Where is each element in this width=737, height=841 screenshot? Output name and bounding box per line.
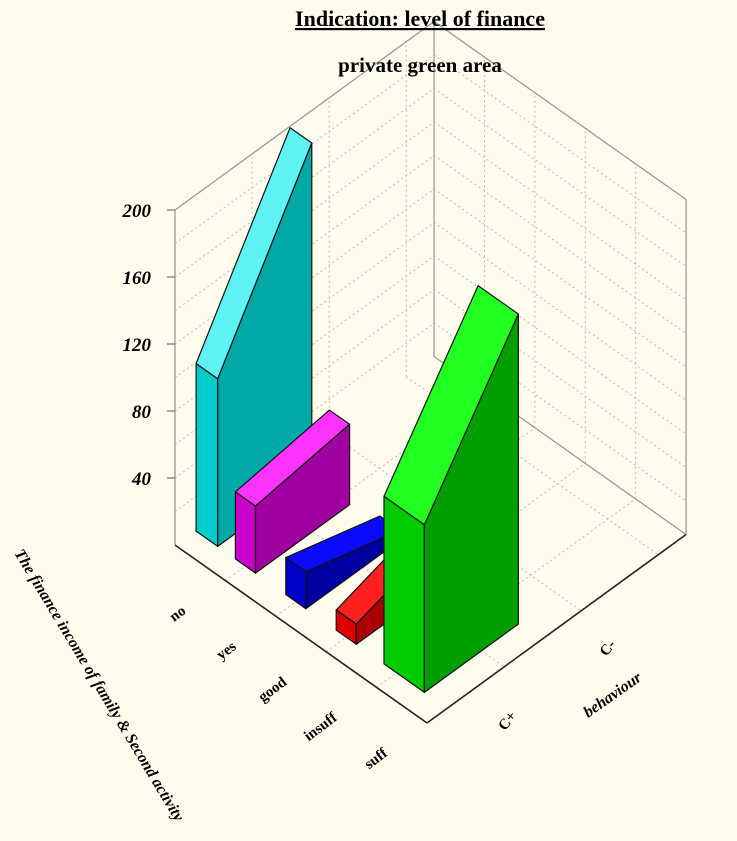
grid-line [174, 20, 687, 211]
bar-side-face [254, 423, 351, 574]
bars [195, 127, 520, 694]
y-tick-label: C- [597, 637, 619, 659]
chart-title: Indication: level of finance [295, 6, 545, 31]
box-edge [174, 20, 435, 211]
x-tick-label: suff [362, 745, 392, 773]
bar-front-face [195, 363, 219, 548]
box-edge [433, 20, 687, 201]
bar-front-face [383, 495, 425, 694]
z-tick-label: 80 [132, 402, 152, 423]
z-tick-label: 40 [131, 469, 152, 490]
grid-line [328, 432, 582, 612]
bar-suff-C+ [383, 285, 520, 694]
x-tick-label: insuff [301, 709, 341, 744]
x-axis-label: The finance income of family & Second ac… [11, 546, 188, 825]
grid-line [174, 54, 687, 244]
z-tick-label: 160 [123, 268, 152, 289]
z-tick-label: 200 [122, 201, 152, 222]
bar-yes-C+ [234, 409, 351, 574]
x-tick-label: good [256, 674, 291, 706]
x-tick-label: no [167, 603, 189, 625]
x-axis-line [174, 544, 428, 724]
axes [167, 209, 687, 724]
z-tick-label: 120 [123, 335, 152, 356]
y-axis-label: behaviour [581, 669, 646, 722]
bar-side-face [423, 313, 520, 694]
bar-good-C+ [285, 515, 401, 610]
x-tick-label: yes [214, 639, 240, 664]
y-tick-label: C+ [496, 709, 521, 734]
y-axis-line [426, 533, 687, 724]
chart-subtitle: private green area [338, 53, 502, 77]
bar-front-face [234, 491, 257, 574]
